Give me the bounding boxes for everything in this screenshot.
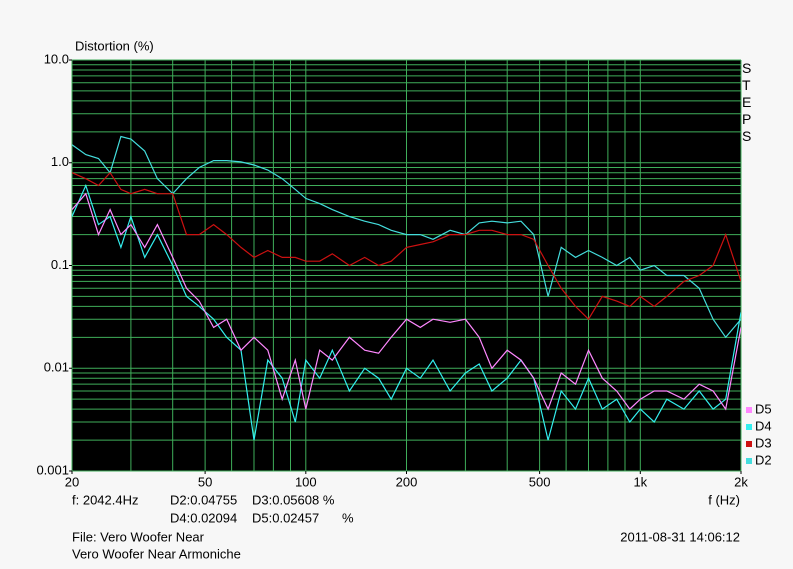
readout-d3: D3:0.05608 %: [252, 492, 335, 507]
x-tick-label: 200: [396, 474, 418, 489]
series-line: [72, 171, 741, 321]
legend-swatch: [746, 441, 752, 447]
x-tick-label: 50: [198, 474, 212, 489]
readout-freq: f: 2042.4Hz: [72, 492, 139, 507]
legend-swatch: [746, 407, 752, 413]
legend-swatch: [746, 458, 752, 464]
x-tick-label: 1k: [633, 474, 647, 489]
x-tick-label: 100: [295, 474, 317, 489]
readout-d5: D5:0.02457: [252, 510, 319, 525]
timestamp: 2011-08-31 14:06:12: [620, 529, 740, 544]
series-line: [72, 135, 741, 339]
file-name: File: Vero Woofer Near: [72, 529, 205, 544]
y-tick-label: 0.1: [51, 257, 69, 272]
readout-d2: D2:0.04755: [170, 492, 237, 507]
legend-label: D4: [755, 418, 772, 433]
legend-label: D2: [755, 452, 772, 467]
file-description: Vero Woofer Near Armoniche: [72, 546, 241, 561]
x-tick-label: 500: [529, 474, 551, 489]
legend-swatch: [746, 424, 752, 430]
readout-unit: %: [342, 510, 354, 525]
x-axis-label: f (Hz): [708, 492, 740, 507]
x-tick-label: 2k: [734, 474, 748, 489]
legend-label: D5: [755, 401, 772, 416]
x-tick-label: 20: [65, 474, 79, 489]
y-axis-label: Distortion (%): [75, 38, 154, 53]
readout-d4: D4:0.02094: [170, 510, 237, 525]
series-line: [72, 192, 741, 411]
side-label: STEPS: [742, 60, 752, 144]
y-tick-label: 0.001: [36, 462, 69, 477]
legend-label: D3: [755, 435, 772, 450]
y-tick-label: 1.0: [51, 154, 69, 169]
y-tick-label: 10.0: [44, 51, 69, 66]
series-line: [72, 183, 741, 441]
y-tick-label: 0.01: [44, 360, 69, 375]
